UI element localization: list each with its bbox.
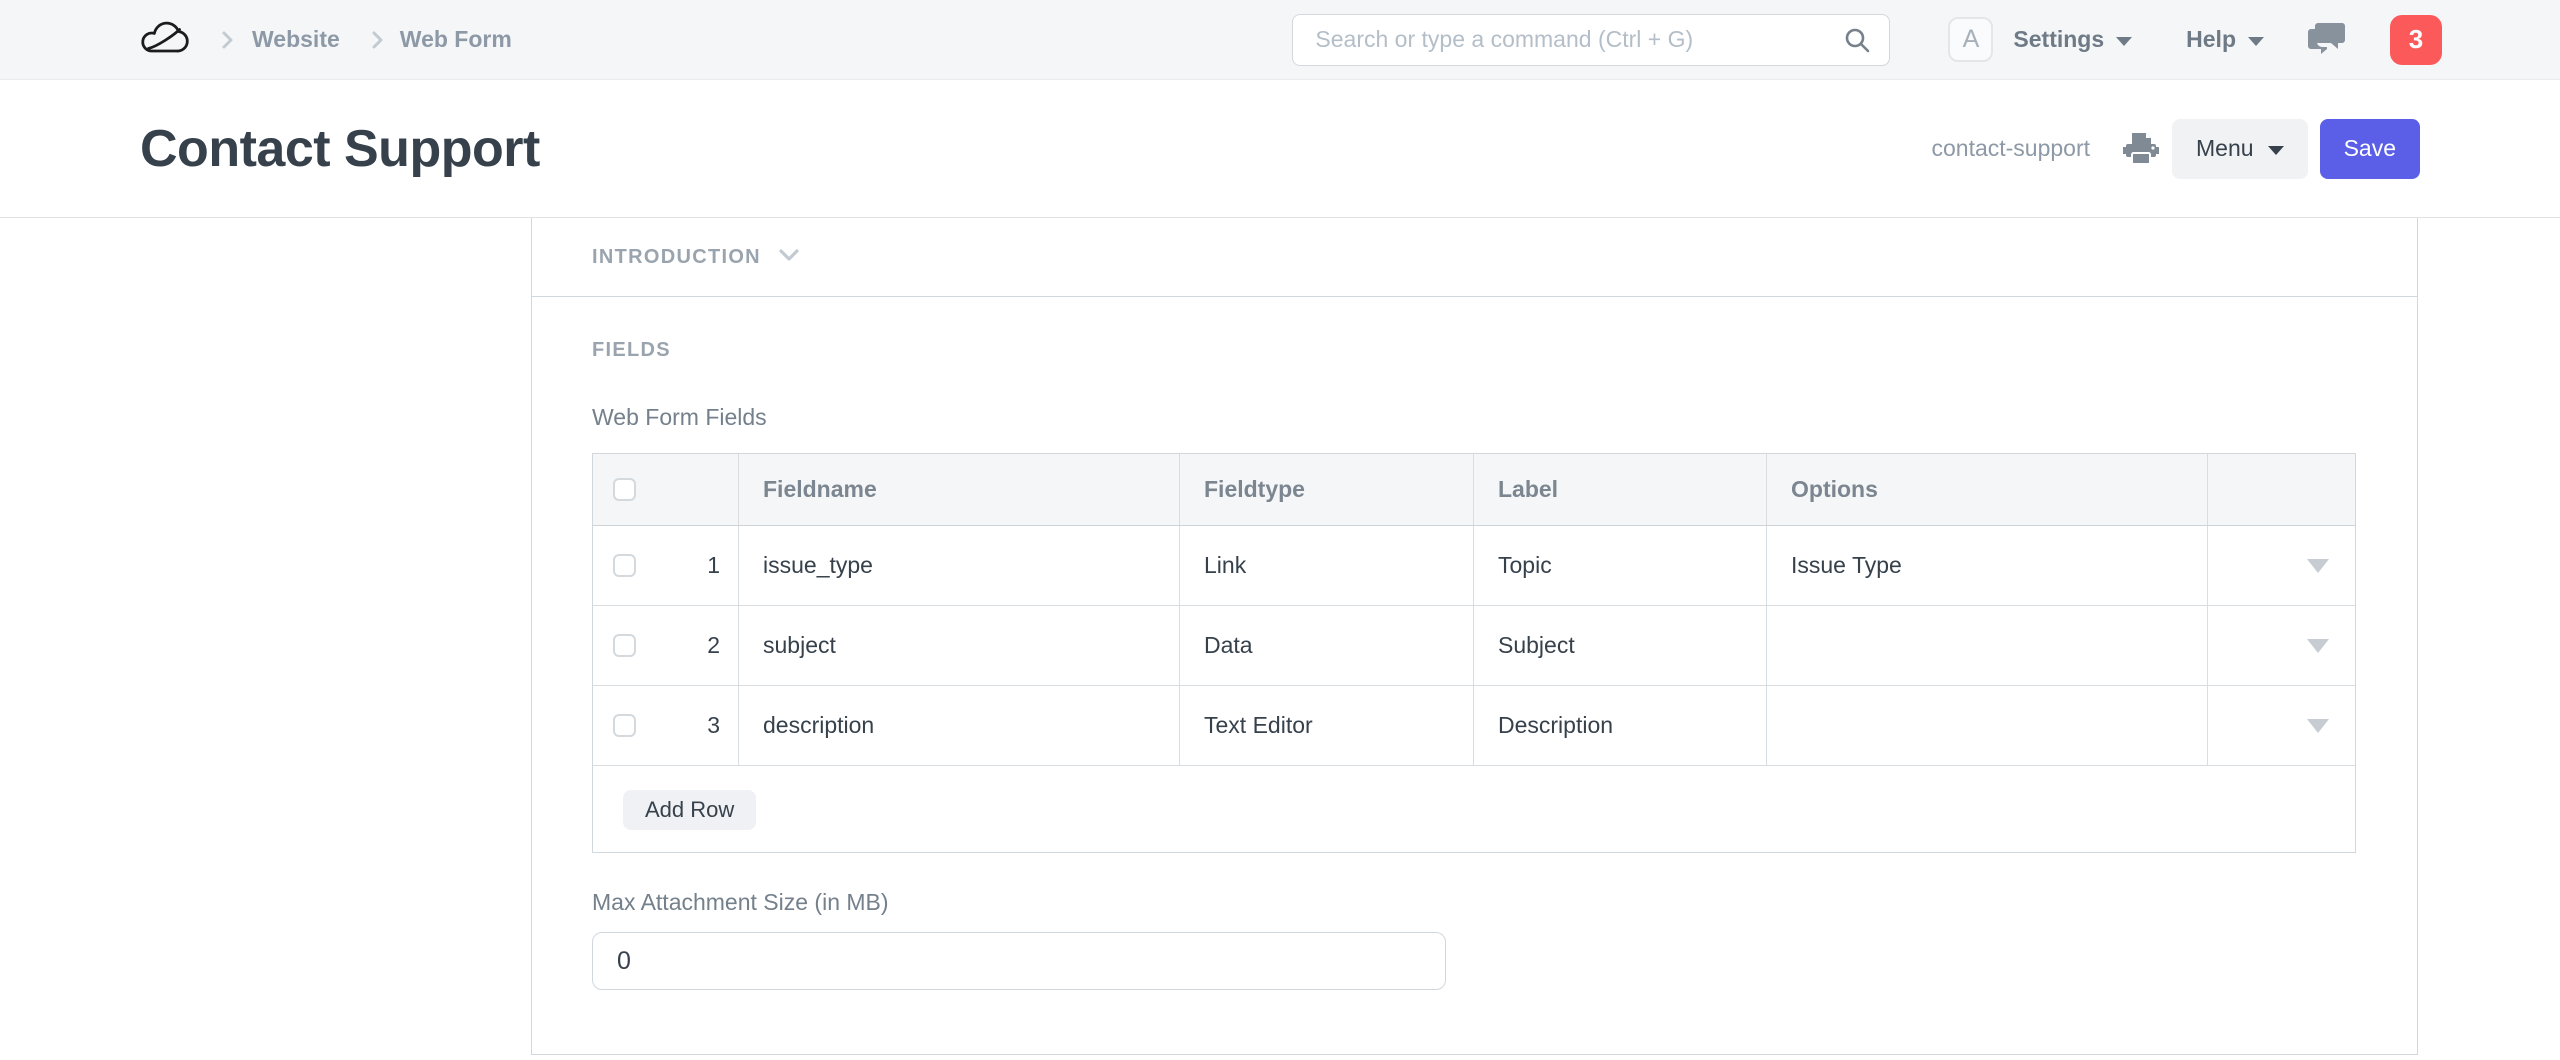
breadcrumb-web-form[interactable]: Web Form [399, 26, 512, 52]
help-label: Help [2186, 26, 2236, 52]
fields-section-label: FIELDS [592, 339, 671, 361]
form-container: INTRODUCTION FIELDS Web Form Fields Fiel… [531, 218, 2418, 1055]
chat-bubbles-icon [2306, 17, 2348, 62]
column-header-label: Label [1474, 454, 1767, 525]
row-settings-cell [2208, 526, 2355, 605]
chevron-down-icon [777, 248, 801, 269]
notification-count: 3 [2408, 24, 2424, 54]
user-avatar[interactable]: A [1948, 17, 1994, 62]
cell-label[interactable]: Topic [1474, 526, 1767, 605]
web-form-fields-table: Fieldname Fieldtype Label Options 1 issu… [592, 453, 2356, 853]
triangle-down-icon[interactable] [2307, 558, 2329, 573]
help-dropdown[interactable]: Help [2186, 26, 2264, 53]
select-all-checkbox[interactable] [613, 478, 636, 501]
cloud-logo-icon [138, 18, 190, 61]
global-search [1292, 13, 1891, 66]
menu-button[interactable]: Menu [2172, 118, 2308, 179]
navbar: Website Web Form A Settings Help [0, 0, 2560, 80]
row-checkbox[interactable] [613, 554, 636, 577]
page-head: Contact Support contact-support Menu Sav… [0, 80, 2560, 218]
row-checkbox[interactable] [613, 714, 636, 737]
table-row: 1 issue_type Link Topic Issue Type [593, 526, 2355, 606]
notifications-badge[interactable]: 3 [2390, 14, 2442, 65]
settings-dropdown[interactable]: Settings [2013, 26, 2133, 53]
triangle-down-icon[interactable] [2307, 638, 2329, 653]
search-input[interactable] [1292, 13, 1891, 66]
table-row: 2 subject Data Subject [593, 606, 2355, 686]
magnifier-icon[interactable] [1842, 25, 1872, 60]
cell-options[interactable] [1767, 606, 2208, 685]
caret-down-icon [2248, 36, 2264, 46]
doc-id: contact-support [1931, 135, 2091, 161]
column-header-options: Options [1767, 454, 2208, 525]
chevron-right-icon [366, 29, 388, 51]
chevron-right-icon [216, 29, 238, 51]
column-header-fieldtype: Fieldtype [1180, 454, 1474, 525]
avatar-letter: A [1962, 25, 1980, 53]
cell-options[interactable]: Issue Type [1767, 526, 2208, 605]
section-fields: FIELDS Web Form Fields Fieldname Fieldty… [532, 297, 2417, 990]
app-logo[interactable] [138, 20, 192, 60]
row-settings-cell [2208, 686, 2355, 765]
row-index: 2 [707, 632, 720, 658]
cell-fieldname[interactable]: description [739, 686, 1180, 765]
row-index: 1 [707, 552, 720, 578]
menu-label: Menu [2196, 135, 2254, 161]
row-select-cell: 2 [593, 606, 739, 685]
cell-fieldtype[interactable]: Data [1180, 606, 1474, 685]
breadcrumb-website[interactable]: Website [252, 26, 340, 52]
row-settings-cell [2208, 606, 2355, 685]
column-header-settings [2208, 454, 2355, 525]
table-header-row: Fieldname Fieldtype Label Options [593, 454, 2355, 526]
cell-fieldname[interactable]: subject [739, 606, 1180, 685]
column-header-fieldname: Fieldname [739, 454, 1180, 525]
table-row: 3 description Text Editor Description [593, 686, 2355, 766]
section-introduction[interactable]: INTRODUCTION [532, 218, 2417, 297]
chat-button[interactable] [2306, 17, 2348, 62]
cell-options[interactable] [1767, 686, 2208, 765]
row-select-cell: 3 [593, 686, 739, 765]
web-form-fields-label: Web Form Fields [592, 404, 767, 430]
cell-label[interactable]: Description [1474, 686, 1767, 765]
row-checkbox[interactable] [613, 634, 636, 657]
row-select-cell: 1 [593, 526, 739, 605]
cell-fieldname[interactable]: issue_type [739, 526, 1180, 605]
page-actions: contact-support Menu Save [1931, 118, 2420, 179]
settings-label: Settings [2013, 26, 2105, 52]
caret-down-icon [2267, 145, 2284, 155]
cell-label[interactable]: Subject [1474, 606, 1767, 685]
caret-down-icon [2116, 36, 2133, 46]
cell-fieldtype[interactable]: Link [1180, 526, 1474, 605]
header-select-cell [593, 454, 739, 525]
add-row-button[interactable]: Add Row [623, 790, 757, 830]
save-label: Save [2343, 135, 2396, 161]
table-footer: Add Row [593, 766, 2355, 852]
cell-fieldtype[interactable]: Text Editor [1180, 686, 1474, 765]
save-button[interactable]: Save [2319, 118, 2420, 179]
content-area: INTRODUCTION FIELDS Web Form Fields Fiel… [0, 218, 2560, 1060]
triangle-down-icon[interactable] [2307, 718, 2329, 733]
row-index: 3 [707, 712, 720, 738]
printer-icon[interactable] [2122, 131, 2160, 167]
page-title: Contact Support [140, 119, 540, 178]
introduction-section-label: INTRODUCTION [592, 245, 761, 268]
max-attachment-size-label: Max Attachment Size (in MB) [592, 889, 889, 915]
max-attachment-size-input[interactable] [592, 932, 1446, 990]
